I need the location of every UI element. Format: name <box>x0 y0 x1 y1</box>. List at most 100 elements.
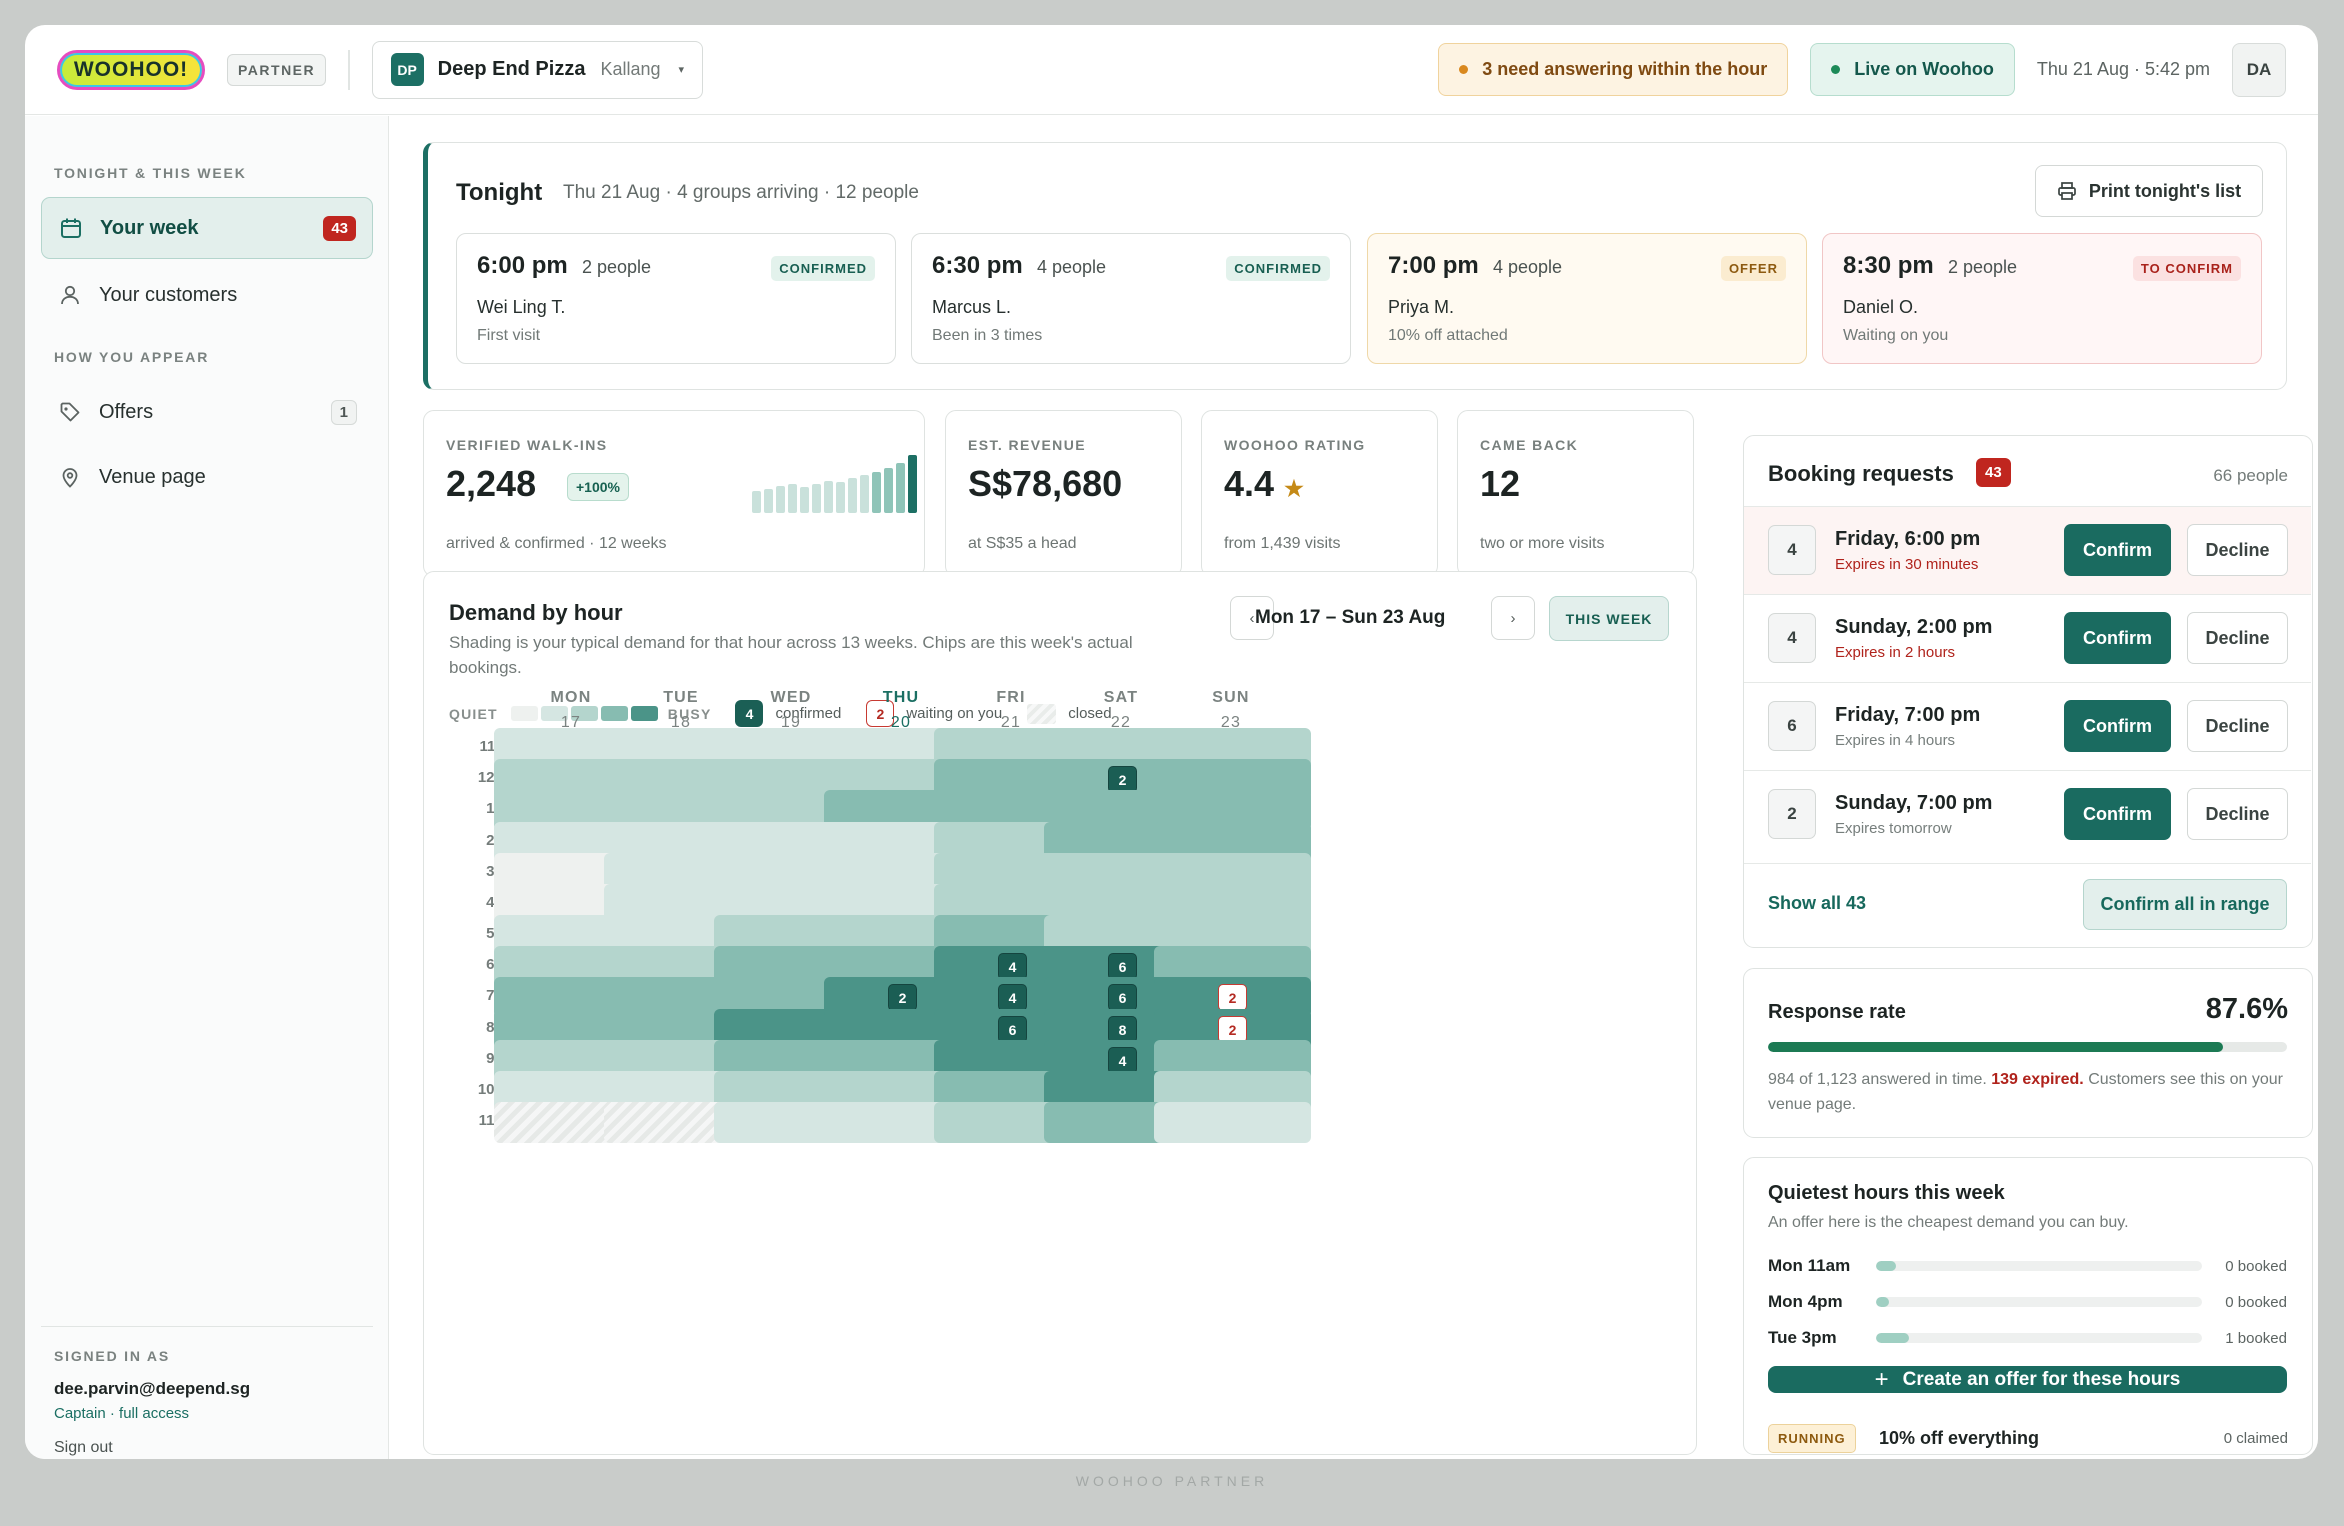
running-offer-name[interactable]: 10% off everything <box>1879 1428 2040 1448</box>
requests-count-badge: 43 <box>1976 458 2011 487</box>
day-date: 17 <box>560 714 582 731</box>
decline-button[interactable]: Decline <box>2187 524 2288 576</box>
tonight-booking-card[interactable]: 7:00 pm 4 people OFFER Priya M. 10% off … <box>1367 233 1807 364</box>
confirm-button[interactable]: Confirm <box>2064 612 2171 664</box>
response-rate-bar <box>1768 1042 2287 1052</box>
requests-title: Booking requests <box>1768 461 1954 486</box>
sidebar-item-offers[interactable]: Offers 1 <box>41 381 373 443</box>
confirmed-bookings-chip[interactable]: 6 <box>998 1016 1027 1043</box>
walkins-stat-card: VERIFIED WALK-INS 2,248 +100% arrived & … <box>423 410 925 577</box>
spark-bar <box>764 489 773 513</box>
guest-name: Wei Ling T. <box>477 297 566 317</box>
spark-bar <box>752 491 761 513</box>
user-email: dee.parvin@deepend.sg <box>54 1379 251 1398</box>
legend-busy-label: BUSY <box>667 705 712 722</box>
decline-button[interactable]: Decline <box>2187 612 2288 664</box>
day-date: 21 <box>1000 714 1022 731</box>
booking-request-row: 2 Sunday, 7:00 pm Expires tomorrow Confirm D… <box>1744 770 2311 858</box>
tonight-booking-card[interactable]: 8:30 pm 2 people TO CONFIRM Daniel O. Wa… <box>1822 233 2262 364</box>
guest-note: First visit <box>477 327 541 344</box>
calendar-icon <box>58 215 84 241</box>
confirmed-bookings-chip[interactable]: 8 <box>1108 1016 1137 1043</box>
demand-legend: QUIET BUSY 4 confirmed 2 waiting on you … <box>449 700 1112 727</box>
running-offer-claimed: 0 claimed <box>2223 1430 2288 1447</box>
tonight-title: Tonight <box>456 179 543 206</box>
create-offer-button[interactable]: + Create an offer for these hours <box>1768 1366 2287 1393</box>
current-datetime: Thu 21 Aug · 5:42 pm <box>2036 59 2210 79</box>
signed-in-label: SIGNED IN AS <box>54 1348 170 1364</box>
quiet-hour-value: 0 booked <box>2225 1257 2287 1275</box>
confirmed-bookings-chip[interactable]: 2 <box>1108 766 1137 793</box>
prev-week-button[interactable]: ‹ <box>1230 596 1274 640</box>
this-week-button[interactable]: THIS WEEK <box>1549 596 1669 641</box>
plus-icon: + <box>1874 1365 1889 1393</box>
legend-quiet-label: QUIET <box>449 705 498 722</box>
print-label: Print tonight's list <box>2088 180 2242 201</box>
user-avatar[interactable]: DA <box>2232 42 2286 97</box>
top-bar: WOOHOO! PARTNER DP Deep End Pizza Kallan… <box>25 25 2318 115</box>
running-badge: RUNNING <box>1768 1424 1856 1453</box>
waiting-bookings-chip[interactable]: 2 <box>1218 1016 1247 1043</box>
booking-request-row: 4 Sunday, 2:00 pm Expires in 2 hours Confir… <box>1744 594 2311 682</box>
woohoo-logo[interactable]: WOOHOO! <box>57 49 205 90</box>
stat-label: CAME BACK <box>1480 437 1579 453</box>
sign-out-link[interactable]: Sign out <box>54 1439 113 1456</box>
quiet-hour-label: Tue 3pm <box>1768 1328 1837 1347</box>
party-size-box: 4 <box>1768 525 1816 575</box>
week-range: Mon 17 – Sun 23 Aug <box>1255 607 1446 628</box>
waiting-bookings-chip[interactable]: 2 <box>1218 984 1247 1011</box>
spark-bar <box>908 455 917 513</box>
status-badge: OFFER <box>1720 256 1786 281</box>
tonight-booking-card[interactable]: 6:00 pm 2 people CONFIRMED Wei Ling T. F… <box>456 233 896 364</box>
confirm-button[interactable]: Confirm <box>2064 700 2171 752</box>
venue-name: Deep End Pizza <box>437 58 586 80</box>
venue-switcher[interactable]: DP Deep End Pizza Kallang ▾ <box>371 40 704 99</box>
sidebar-item-label: Venue page <box>99 465 206 488</box>
confirm-button[interactable]: Confirm <box>2064 524 2171 576</box>
confirmed-bookings-chip[interactable]: 2 <box>888 984 917 1011</box>
stat-label: VERIFIED WALK-INS <box>446 437 608 453</box>
next-week-button[interactable]: › <box>1491 596 1535 640</box>
demand-by-hour-panel: Demand by hour Shading is your typical d… <box>423 571 1697 1455</box>
live-text: Live on Woohoo <box>1854 59 1994 79</box>
stat-sub: at S$35 a head <box>968 535 1077 552</box>
guest-name: Priya M. <box>1388 297 1455 317</box>
tonight-booking-card[interactable]: 6:30 pm 4 people CONFIRMED Marcus L. Bee… <box>911 233 1351 364</box>
confirmed-bookings-chip[interactable]: 6 <box>1108 953 1137 980</box>
stat-label: EST. REVENUE <box>968 437 1086 453</box>
confirmed-bookings-chip[interactable]: 4 <box>998 984 1027 1011</box>
spark-bar <box>788 484 797 513</box>
user-role: Captain · full access <box>54 1405 190 1422</box>
day-of-week: THU <box>882 689 920 706</box>
stat-label: WOOHOO RATING <box>1224 437 1366 453</box>
day-header: TUE 18 <box>603 685 759 735</box>
sidebar-item-your-week[interactable]: Your week 43 <box>41 197 373 259</box>
confirmed-bookings-chip[interactable]: 4 <box>1108 1047 1137 1074</box>
stat-value: 12 <box>1480 463 1521 504</box>
confirm-button[interactable]: Confirm <box>2064 788 2171 840</box>
legend-closed-label: closed <box>1068 705 1112 722</box>
show-all-requests-link[interactable]: Show all 43 <box>1768 893 1867 913</box>
spark-bar <box>824 481 833 513</box>
status-badge: CONFIRMED <box>771 256 875 281</box>
urgent-requests-alert[interactable]: 3 need answering within the hour <box>1438 43 1789 96</box>
confirm-all-button[interactable]: Confirm all in range <box>2083 879 2287 930</box>
decline-button[interactable]: Decline <box>2187 700 2288 752</box>
booking-request-row: 4 Friday, 6:00 pm Expires in 30 minutes Con… <box>1744 506 2311 594</box>
heatmap-cell[interactable] <box>1154 1102 1311 1143</box>
confirmed-bookings-chip[interactable]: 6 <box>1108 984 1137 1011</box>
guest-note: Waiting on you <box>1843 327 1949 344</box>
legend-swatch <box>630 706 658 721</box>
sidebar-item-venue-page[interactable]: Venue page <box>41 446 373 508</box>
decline-button[interactable]: Decline <box>2187 788 2288 840</box>
alert-dot-icon <box>1459 65 1469 74</box>
quietest-hours-panel: Quietest hours this week An offer here i… <box>1743 1157 2313 1455</box>
day-date: 19 <box>780 714 802 731</box>
live-status-badge[interactable]: Live on Woohoo <box>1810 43 2015 96</box>
confirmed-bookings-chip[interactable]: 4 <box>998 953 1027 980</box>
spark-bar <box>800 487 809 513</box>
print-list-button[interactable]: Print tonight's list <box>2035 165 2263 217</box>
chevron-down-icon: ▾ <box>678 64 685 76</box>
sidebar-item-your-customers[interactable]: Your customers <box>41 264 373 326</box>
request-when: Sunday, 7:00 pm <box>1835 792 1993 814</box>
